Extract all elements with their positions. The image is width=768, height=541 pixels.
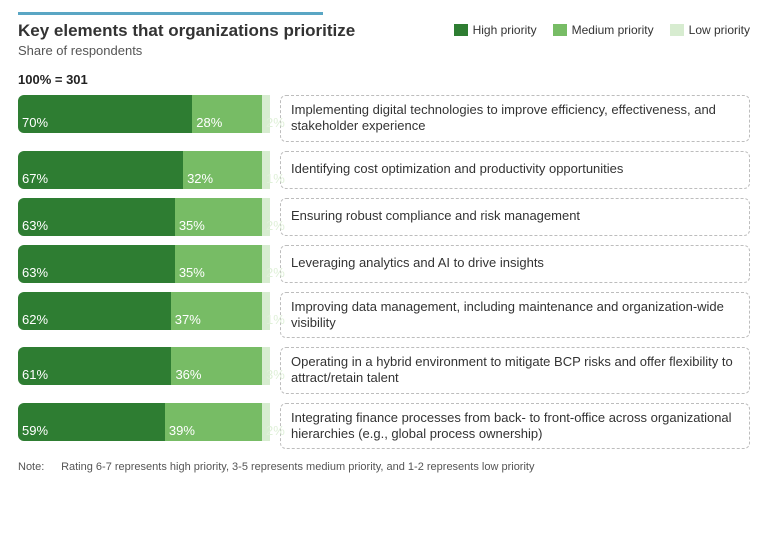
stacked-bar: 61% 36% 3% [18, 347, 270, 385]
bar-segment-value: 59% [22, 423, 48, 438]
legend-low: Low priority [670, 23, 750, 37]
row-description: Operating in a hybrid environment to mit… [280, 347, 750, 394]
bar-segment: 1% [262, 292, 270, 330]
bar-segment-value: 3% [266, 367, 285, 382]
chart-row: 62%37%1%Improving data management, inclu… [18, 292, 750, 339]
bar-segment-value: 61% [22, 367, 48, 382]
bar-segment-value: 2% [266, 423, 285, 438]
legend-low-label: Low priority [689, 23, 750, 37]
bar-segment-value: 2% [266, 218, 285, 233]
bar-segment-value: 70% [22, 115, 48, 130]
bar-segment: 36% [171, 347, 262, 385]
bar-segment: 63% [18, 245, 175, 283]
bar-segment: 39% [165, 403, 262, 441]
bar-segment-value: 63% [22, 265, 48, 280]
legend-high-swatch [454, 24, 468, 36]
legend-high-label: High priority [473, 23, 537, 37]
bar-segment: 2% [262, 245, 270, 283]
legend-low-swatch [670, 24, 684, 36]
stacked-bar: 70% 28% 2% [18, 95, 270, 133]
bar-segment: 2% [262, 198, 270, 236]
bar-segment: 35% [175, 245, 262, 283]
bar-segment: 59% [18, 403, 165, 441]
row-description: Leveraging analytics and AI to drive ins… [280, 245, 750, 283]
row-description: Ensuring robust compliance and risk mana… [280, 198, 750, 236]
legend-medium: Medium priority [553, 23, 654, 37]
legend-medium-label: Medium priority [572, 23, 654, 37]
row-description: Implementing digital technologies to imp… [280, 95, 750, 142]
chart-subtitle: Share of respondents [18, 43, 355, 58]
chart-row: 61%36%3%Operating in a hybrid environmen… [18, 347, 750, 394]
bar-segment-value: 1% [266, 312, 285, 327]
title-block: Key elements that organizations prioriti… [18, 21, 355, 58]
row-description: Identifying cost optimization and produc… [280, 151, 750, 189]
top-accent-bar [18, 12, 323, 15]
legend: High priority Medium priority Low priori… [454, 23, 750, 37]
header-row: Key elements that organizations prioriti… [18, 21, 750, 58]
footnote-label: Note: [18, 461, 58, 473]
bar-segment: 2% [262, 403, 270, 441]
legend-medium-swatch [553, 24, 567, 36]
totals-label: 100% = 301 [18, 72, 750, 87]
bar-segment-value: 1% [266, 171, 285, 186]
chart-rows: 70%28%2%Implementing digital technologie… [18, 95, 750, 449]
chart-row: 59%39%2%Integrating finance processes fr… [18, 403, 750, 450]
bar-segment-value: 28% [196, 115, 222, 130]
bar-segment: 2% [262, 95, 270, 133]
row-description: Integrating finance processes from back-… [280, 403, 750, 450]
bar-segment-value: 67% [22, 171, 48, 186]
bar-segment-value: 37% [175, 312, 201, 327]
bar-segment-value: 39% [169, 423, 195, 438]
legend-high: High priority [454, 23, 537, 37]
bar-segment-value: 35% [179, 218, 205, 233]
bar-segment-value: 35% [179, 265, 205, 280]
chart-row: 63%35%2%Ensuring robust compliance and r… [18, 198, 750, 236]
footnote-text: Rating 6-7 represents high priority, 3-5… [61, 461, 534, 473]
stacked-bar: 63% 35% 2% [18, 245, 270, 283]
bar-segment: 62% [18, 292, 171, 330]
chart-row: 63%35%2%Leveraging analytics and AI to d… [18, 245, 750, 283]
chart-row: 70%28%2%Implementing digital technologie… [18, 95, 750, 142]
stacked-bar: 67% 32% 1% [18, 151, 270, 189]
chart-title: Key elements that organizations prioriti… [18, 21, 355, 41]
bar-segment-value: 32% [187, 171, 213, 186]
bar-segment: 35% [175, 198, 262, 236]
stacked-bar: 59% 39% 2% [18, 403, 270, 441]
bar-segment: 61% [18, 347, 171, 385]
bar-segment: 67% [18, 151, 183, 189]
bar-segment-value: 2% [266, 265, 285, 280]
chart-row: 67%32%1%Identifying cost optimization an… [18, 151, 750, 189]
bar-segment: 70% [18, 95, 192, 133]
bar-segment: 63% [18, 198, 175, 236]
bar-segment-value: 2% [266, 115, 285, 130]
stacked-bar: 63% 35% 2% [18, 198, 270, 236]
bar-segment-value: 36% [175, 367, 201, 382]
bar-segment: 1% [262, 151, 270, 189]
bar-segment: 37% [171, 292, 262, 330]
bar-segment: 32% [183, 151, 262, 189]
bar-segment-value: 62% [22, 312, 48, 327]
stacked-bar: 62% 37% 1% [18, 292, 270, 330]
bar-segment: 3% [262, 347, 270, 385]
bar-segment: 28% [192, 95, 262, 133]
bar-segment-value: 63% [22, 218, 48, 233]
row-description: Improving data management, including mai… [280, 292, 750, 339]
footnote: Note: Rating 6-7 represents high priorit… [18, 461, 750, 473]
